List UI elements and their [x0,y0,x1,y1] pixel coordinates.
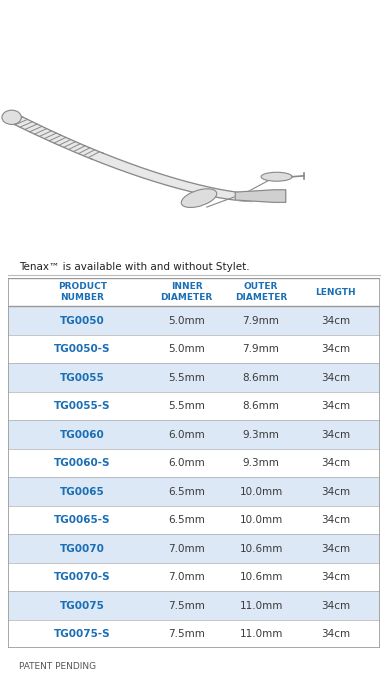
Text: 7.0mm: 7.0mm [168,572,205,582]
Text: INNER
DIAMETER: INNER DIAMETER [160,282,213,302]
Ellipse shape [2,110,21,124]
Text: TG0070: TG0070 [60,543,105,554]
Text: LENGTH: LENGTH [315,287,356,296]
Bar [8,307,380,335]
Text: 5.0mm: 5.0mm [168,344,205,354]
Text: TG0055-S: TG0055-S [54,401,111,411]
Text: TG0055: TG0055 [60,372,105,383]
Text: OUTER
DIAMETER: OUTER DIAMETER [235,282,287,302]
Text: 9.3mm: 9.3mm [242,429,279,440]
Text: SPECIFICATIONS: SPECIFICATIONS [161,40,359,60]
Text: 6.0mm: 6.0mm [168,458,205,468]
Text: 34cm: 34cm [321,344,350,354]
Ellipse shape [181,189,217,207]
Text: 7.9mm: 7.9mm [242,344,279,354]
Bar [8,591,380,619]
Text: TG0075-S: TG0075-S [54,629,111,639]
Text: TG0050: TG0050 [60,316,105,326]
Text: 34cm: 34cm [321,572,350,582]
Text: TENAX: TENAX [27,40,105,60]
Bar [8,534,380,563]
Text: 8.6mm: 8.6mm [242,401,279,411]
Text: TG0065-S: TG0065-S [54,515,111,525]
Text: 7.5mm: 7.5mm [168,600,205,611]
Text: 34cm: 34cm [321,600,350,611]
Text: 34cm: 34cm [321,401,350,411]
Text: 7.9mm: 7.9mm [242,316,279,326]
Text: 10.0mm: 10.0mm [239,486,283,497]
Text: 34cm: 34cm [321,515,350,525]
Polygon shape [235,190,286,202]
Text: TG0060-S: TG0060-S [54,458,111,468]
Text: 6.5mm: 6.5mm [168,515,205,525]
Bar [8,335,380,364]
Text: 8.6mm: 8.6mm [242,372,279,383]
Text: 10.6mm: 10.6mm [239,572,283,582]
Text: 7.5mm: 7.5mm [168,629,205,639]
Text: 7.0mm: 7.0mm [168,543,205,554]
Bar [8,563,380,591]
Text: 34cm: 34cm [321,629,350,639]
Text: TG0050-S: TG0050-S [54,344,111,354]
Text: TG0065: TG0065 [60,486,105,497]
Ellipse shape [261,172,292,181]
Text: 34cm: 34cm [321,486,350,497]
Text: 11.0mm: 11.0mm [239,629,283,639]
Text: ™: ™ [153,23,165,33]
Bar [8,449,380,477]
Bar [8,477,380,506]
Text: TG0075: TG0075 [60,600,105,611]
Text: 10.6mm: 10.6mm [239,543,283,554]
Bar [8,619,380,648]
Bar [8,392,380,421]
Text: 5.5mm: 5.5mm [168,372,205,383]
Bar [8,278,380,307]
Text: 10.0mm: 10.0mm [239,515,283,525]
Bar [8,506,380,534]
Text: 9.3mm: 9.3mm [242,458,279,468]
Polygon shape [91,153,253,202]
Text: 34cm: 34cm [321,458,350,468]
Text: 34cm: 34cm [321,316,350,326]
Text: 34cm: 34cm [321,429,350,440]
Text: PATENT PENDING: PATENT PENDING [19,661,96,671]
Polygon shape [5,115,103,159]
Text: 6.0mm: 6.0mm [168,429,205,440]
Text: PRODUCT
NUMBER: PRODUCT NUMBER [58,282,107,302]
Bar [8,421,380,449]
Text: 6.5mm: 6.5mm [168,486,205,497]
Text: TG0070-S: TG0070-S [54,572,111,582]
Bar [8,364,380,392]
Text: 11.0mm: 11.0mm [239,600,283,611]
Text: 34cm: 34cm [321,372,350,383]
Text: 34cm: 34cm [321,543,350,554]
Text: Tenax™ is available with and without Stylet.: Tenax™ is available with and without Sty… [19,263,250,272]
Text: 5.5mm: 5.5mm [168,401,205,411]
Text: TG0060: TG0060 [60,429,105,440]
Text: 5.0mm: 5.0mm [168,316,205,326]
